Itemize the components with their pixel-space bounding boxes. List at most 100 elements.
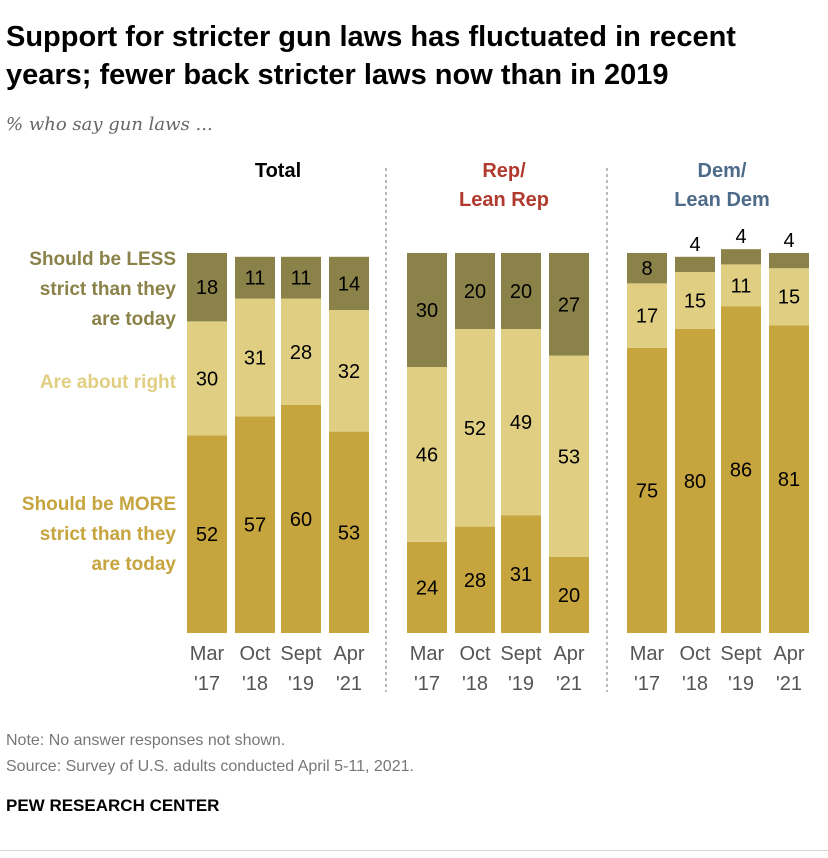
data-label-about-right-p2-c4: 53 <box>558 446 580 468</box>
bottom-divider <box>0 850 828 851</box>
stacked-bar-chart: Should be LESS strict than they are today A… <box>22 160 809 695</box>
chart-note: Note: No answer responses not shown. <box>6 732 286 749</box>
chart-title: Support for stricter gun laws has fluctu… <box>6 21 736 91</box>
data-label-more-p3-c4: 81 <box>778 469 800 491</box>
bar-segment-about-right-p1-c3 <box>281 298 321 405</box>
bar-segment-less-p2-c4 <box>549 253 589 356</box>
data-label-about-right-p2-c3: 49 <box>510 412 532 434</box>
chart-source: Source: Survey of U.S. adults conducted … <box>6 758 414 775</box>
bar-segment-less-p1-c4 <box>329 256 369 310</box>
x-tick-label-p1-c2-line-1: Oct <box>239 643 271 665</box>
bar-segment-less-p1-c3 <box>281 256 321 299</box>
data-label-less-p3-c4: 4 <box>783 230 794 252</box>
bar-segment-more-p3-c3 <box>721 306 761 633</box>
x-tick-label-p3-c4-line-2: '21 <box>776 673 802 695</box>
legend-label-less-3: are today <box>92 309 177 330</box>
data-label-about-right-p3-c2: 15 <box>684 291 706 313</box>
data-label-about-right-p3-c1: 17 <box>636 306 658 328</box>
bar-segment-about-right-p1-c4 <box>329 310 369 432</box>
legend-label-about-right-1: Are about right <box>40 372 177 393</box>
data-label-about-right-p2-c1: 46 <box>416 444 438 466</box>
bar-segment-more-p3-c2 <box>675 329 715 633</box>
bar-segment-about-right-p2-c1 <box>407 367 447 542</box>
data-label-more-p1-c2: 57 <box>244 515 266 537</box>
data-label-more-p3-c3: 86 <box>730 460 752 482</box>
data-label-less-p3-c2: 4 <box>689 234 700 256</box>
data-label-about-right-p1-c4: 32 <box>338 361 360 383</box>
data-label-more-p3-c2: 80 <box>684 471 706 493</box>
bar-segment-more-p3-c4 <box>769 325 809 633</box>
panel-title-2-line-2: Lean Rep <box>459 189 549 211</box>
data-label-about-right-p3-c4: 15 <box>778 287 800 309</box>
bar-segment-less-p2-c3 <box>501 253 541 329</box>
bar-segment-more-p2-c4 <box>549 557 589 633</box>
panel-title-3-line-1: Dem/ <box>698 160 747 182</box>
legend-label-less-2: strict than they <box>40 279 177 300</box>
x-tick-label-p2-c3-line-1: Sept <box>500 643 542 665</box>
data-label-less-p2-c3: 20 <box>510 281 532 303</box>
x-tick-label-p3-c3-line-2: '19 <box>728 673 754 695</box>
x-tick-label-p1-c2-line-2: '18 <box>242 673 268 695</box>
legend-label-more-2: strict than they <box>40 524 177 545</box>
bar-segment-more-p1-c1 <box>187 435 227 633</box>
x-tick-label-p3-c1-line-1: Mar <box>630 643 665 665</box>
x-tick-label-p2-c1-line-1: Mar <box>410 643 445 665</box>
x-tick-label-p1-c3-line-1: Sept <box>280 643 322 665</box>
bar-segment-less-p3-c3 <box>721 249 761 265</box>
data-label-about-right-p2-c2: 52 <box>464 418 486 440</box>
x-tick-label-p3-c1-line-2: '17 <box>634 673 660 695</box>
bar-segment-about-right-p3-c4 <box>769 268 809 326</box>
bar-segment-about-right-p3-c1 <box>627 283 667 348</box>
panel-title-1-line-1: Total <box>255 160 301 182</box>
bar-segment-more-p3-c1 <box>627 348 667 633</box>
data-label-less-p3-c1: 8 <box>641 258 652 280</box>
bar-segment-about-right-p2-c4 <box>549 355 589 557</box>
x-tick-label-p3-c2-line-2: '18 <box>682 673 708 695</box>
data-label-less-p2-c4: 27 <box>558 294 580 316</box>
bar-segment-about-right-p2-c2 <box>455 329 495 527</box>
panel-title-3-line-2: Lean Dem <box>674 189 770 211</box>
data-label-more-p2-c4: 20 <box>558 585 580 607</box>
bar-segment-about-right-p1-c1 <box>187 321 227 436</box>
x-tick-label-p3-c4-line-1: Apr <box>773 643 804 665</box>
panel-title-2-line-1: Rep/ <box>482 160 526 182</box>
bar-segment-less-p3-c4 <box>769 253 809 269</box>
data-label-less-p1-c4: 14 <box>338 273 360 295</box>
legend-label-more-1: Should be MORE <box>22 494 176 515</box>
bar-segment-less-p2-c1 <box>407 253 447 367</box>
legend-label-more-3: are today <box>92 554 177 575</box>
x-tick-label-p1-c1-line-1: Mar <box>190 643 225 665</box>
data-label-less-p2-c1: 30 <box>416 300 438 322</box>
bar-segment-about-right-p3-c2 <box>675 272 715 329</box>
data-label-about-right-p3-c3: 11 <box>731 275 752 297</box>
x-tick-label-p2-c1-line-2: '17 <box>414 673 440 695</box>
data-label-more-p2-c2: 28 <box>464 570 486 592</box>
x-tick-label-p3-c2-line-1: Oct <box>679 643 711 665</box>
data-label-more-p1-c4: 53 <box>338 522 360 544</box>
data-label-less-p1-c3: 11 <box>291 268 312 290</box>
x-tick-label-p2-c2-line-1: Oct <box>459 643 491 665</box>
data-label-more-p2-c1: 24 <box>416 577 438 599</box>
bar-segment-about-right-p1-c2 <box>235 298 275 417</box>
x-tick-label-p1-c4-line-1: Apr <box>333 643 364 665</box>
bar-segment-less-p3-c2 <box>675 256 715 272</box>
data-label-more-p2-c3: 31 <box>510 564 532 586</box>
chart-subtitle: % who say gun laws ... <box>6 114 213 135</box>
bar-segment-more-p1-c3 <box>281 405 321 633</box>
x-tick-label-p2-c2-line-2: '18 <box>462 673 488 695</box>
bar-segment-less-p1-c1 <box>187 253 227 322</box>
bar-segment-less-p1-c2 <box>235 256 275 299</box>
data-label-about-right-p1-c3: 28 <box>290 342 312 364</box>
bar-segment-about-right-p3-c3 <box>721 264 761 307</box>
data-label-more-p1-c3: 60 <box>290 509 312 531</box>
pew-research-center-logo: PEW RESEARCH CENTER <box>6 796 220 815</box>
bar-segment-less-p3-c1 <box>627 253 667 284</box>
x-tick-label-p1-c1-line-2: '17 <box>194 673 220 695</box>
bar-segment-more-p1-c2 <box>235 416 275 633</box>
bar-segment-about-right-p2-c3 <box>501 329 541 516</box>
x-tick-label-p1-c4-line-2: '21 <box>336 673 362 695</box>
legend-label-less-1: Should be LESS <box>29 249 176 270</box>
data-label-less-p1-c1: 18 <box>196 277 218 299</box>
x-tick-label-p2-c3-line-2: '19 <box>508 673 534 695</box>
data-label-about-right-p1-c2: 31 <box>244 348 266 370</box>
